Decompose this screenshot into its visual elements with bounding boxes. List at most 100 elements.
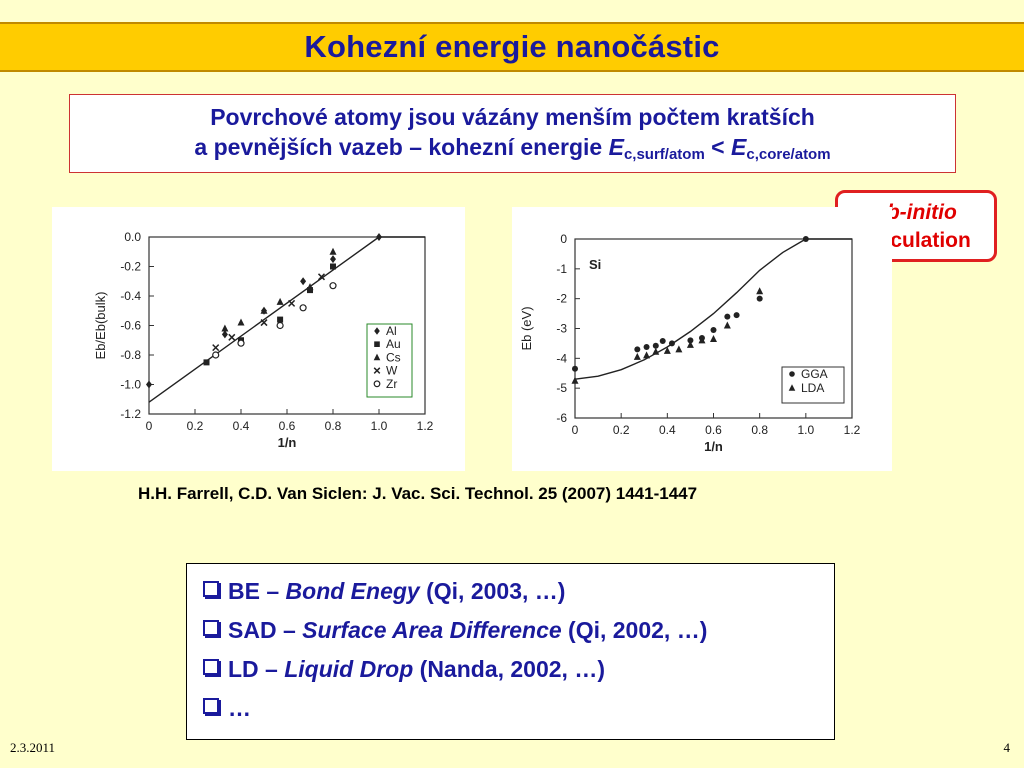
data-point-lda <box>652 347 660 355</box>
x-tick-label: 0.4 <box>233 419 250 433</box>
legend-marker-cs <box>373 353 381 361</box>
legend-marker-w <box>373 367 381 374</box>
data-point-gga <box>643 343 650 350</box>
checkbox-bullet-icon <box>203 581 219 597</box>
data-point-gga <box>724 313 731 320</box>
legend-label-w: W <box>386 364 398 378</box>
data-point-lda <box>686 340 694 348</box>
data-point-gga <box>572 365 578 372</box>
y-tick-label: -0.6 <box>120 319 141 333</box>
citation: H.H. Farrell, C.D. Van Siclen: J. Vac. S… <box>138 484 698 503</box>
energy-subscript-surf: c,surf/atom <box>623 146 705 163</box>
data-point-w <box>288 299 296 307</box>
method-name: Bond Enegy <box>285 578 420 604</box>
data-point-cs <box>276 297 284 305</box>
checkbox-bullet-icon <box>203 659 219 675</box>
footer-date: 2.3.2011 <box>10 740 56 755</box>
data-point-gga <box>668 340 675 347</box>
x-tick-label: 0.6 <box>705 423 722 437</box>
x-tick-label: 0 <box>146 419 153 433</box>
intro-line-1: Povrchové atomy jsou vázány menším počte… <box>210 104 815 130</box>
method-abbr: … <box>228 695 251 721</box>
slide-title: Kohezní energie nanočástic <box>304 29 720 64</box>
y-tick-label: -1 <box>556 262 567 276</box>
method-ref: (Nanda, 2002, …) <box>413 656 605 682</box>
x-tick-label: 1.0 <box>371 419 388 433</box>
data-point-al <box>221 330 228 339</box>
legend-marker-lda <box>788 384 796 391</box>
data-point-cs <box>306 283 314 291</box>
y-tick-label: -0.8 <box>120 348 141 362</box>
data-point-gga <box>687 337 694 344</box>
data-point-cs <box>221 324 229 332</box>
chart-1-svg: 0 0.2 0.4 0.6 0.8 1.0 1.2 0.0 -0.2 -0.4 -0.6 -0.8 -1… <box>93 230 434 450</box>
data-point-au <box>330 263 336 270</box>
data-point-zr <box>237 339 245 347</box>
x-tick-label: 0.2 <box>613 423 630 437</box>
y-tick-label: -6 <box>556 411 567 425</box>
data-point-gga <box>733 312 740 319</box>
data-point-gga <box>659 338 666 345</box>
y-tick-label: -0.4 <box>120 289 141 303</box>
y-tick-label: -3 <box>556 322 567 336</box>
data-point-al <box>376 233 382 241</box>
method-abbr: SAD – <box>228 617 303 643</box>
data-point-lda <box>571 376 579 384</box>
legend-label-au: Au <box>386 337 401 351</box>
data-point-lda <box>756 287 764 295</box>
data-point-gga <box>802 236 809 242</box>
less-than-sign: < <box>704 134 732 160</box>
intro-box: Povrchové atomy jsou vázány menším počte… <box>69 94 956 173</box>
legend-marker-gga <box>789 371 795 377</box>
data-point-lda <box>643 351 651 359</box>
energy-symbol-surf: E <box>608 134 624 160</box>
data-point-gga <box>634 346 641 353</box>
data-point-cs <box>260 306 268 314</box>
y-axis-label: Eb/Eb(bulk) <box>93 292 108 360</box>
intro-line-2-text: a pevnějších vazeb – kohezní energie <box>194 134 609 160</box>
method-abbr: BE – <box>228 578 286 604</box>
legend-marker-au <box>374 341 380 347</box>
footer-page-number: 4 <box>1003 740 1011 755</box>
data-point-lda <box>723 321 731 329</box>
method-name: Surface Area Difference <box>302 617 562 643</box>
x-tick-label: 1.0 <box>797 423 814 437</box>
data-point-lda <box>698 336 706 344</box>
y-tick-label: 0.0 <box>124 230 141 244</box>
data-point-zr <box>329 282 337 290</box>
x-axis-label: 1/n <box>278 435 297 450</box>
y-tick-label: 0 <box>560 232 567 246</box>
method-item: BE – Bond Enegy (Qi, 2003, …) <box>203 574 834 613</box>
data-point-gga <box>652 342 659 349</box>
x-axis-label: 1/n <box>704 439 723 454</box>
method-name: Liquid Drop <box>284 656 414 682</box>
callout-line-1: ab-initio <box>875 201 957 224</box>
legend-marker-zr <box>373 380 381 388</box>
data-point-au <box>203 359 210 366</box>
chart-2-svg: 0 0.2 0.4 0.6 0.8 1.0 1.2 0 -1 -2 -3 -4 -5 -6 1/n Eb (e… <box>519 232 861 454</box>
data-point-gga <box>756 295 763 302</box>
y-tick-label: -5 <box>556 381 567 395</box>
y-tick-label: -0.2 <box>120 260 141 274</box>
data-point-cs <box>237 318 245 326</box>
data-point-cs <box>329 247 337 255</box>
fit-curve <box>574 238 852 380</box>
x-tick-label: 0.8 <box>751 423 768 437</box>
legend-label-al: Al <box>386 324 397 338</box>
legend-marker-al <box>374 327 380 335</box>
data-point-w <box>212 344 220 352</box>
x-tick-label: 0.6 <box>279 419 296 433</box>
data-point-zr <box>299 304 307 312</box>
methods-box: BE – Bond Enegy (Qi, 2003, …) SAD – Surf… <box>186 563 835 740</box>
x-tick-label: 0 <box>572 423 579 437</box>
data-point-lda <box>710 334 717 342</box>
x-tick-label: 0.8 <box>325 419 342 433</box>
y-tick-label: -4 <box>556 351 567 365</box>
method-ref: (Qi, 2003, …) <box>419 578 566 604</box>
data-point-zr <box>276 321 284 330</box>
data-point-w <box>317 273 326 281</box>
data-point-al <box>330 255 336 264</box>
data-point-w <box>260 319 268 327</box>
energy-subscript-core: c,core/atom <box>746 146 831 163</box>
legend-label-lda: LDA <box>801 381 824 395</box>
